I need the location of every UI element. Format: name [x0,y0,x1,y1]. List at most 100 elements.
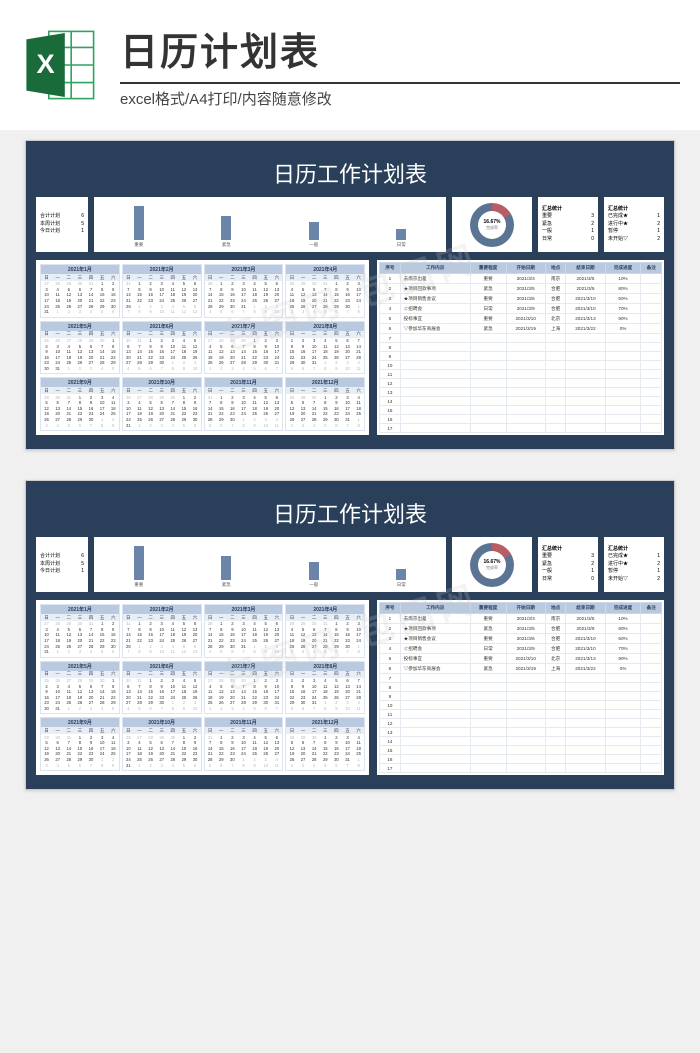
task-cell [566,746,605,755]
dow-cell: 二 [309,614,320,621]
dow-cell: 日 [123,274,134,281]
task-cell [506,370,545,379]
dow-cell: 日 [123,331,134,338]
day-cell: 4 [309,762,320,768]
task-cell [400,361,470,370]
stat-card-b: 汇总统计已完成★1进行中★2暂停1未开始▽2 [604,197,664,252]
table-row: 1去南京出差重要2021/3/3南京2021/3/510% [380,614,662,624]
dow-cell: 四 [167,727,178,734]
task-cell [545,361,565,370]
task-cell [641,683,662,692]
dow-cell: 日 [123,727,134,734]
month: 2021年7月日一二三四五六27282930123456789101112131… [204,661,284,715]
day-cell: 7 [227,422,238,428]
summary-v: 5 [81,561,84,569]
task-cell [566,701,605,710]
task-cell [605,352,641,361]
day-cell: 1 [52,649,63,655]
task-cell [400,737,470,746]
task-cell: 2021/3/22 [566,324,605,334]
dow-cell: 五 [342,331,353,338]
month-label: 2021年2月 [123,265,201,274]
task-cell: 11 [380,710,400,719]
task-cell [506,755,545,764]
day-cell: 7 [342,762,353,768]
task-cell [545,701,565,710]
table-row: 5投标事宜重要2021/3/10北京2021/3/1390% [380,654,662,664]
task-col: 完成进度 [605,603,641,614]
dow-cell: 五 [260,727,271,734]
task-cell [641,624,662,634]
day-cell: 6 [227,309,238,315]
day-cell: 5 [320,309,331,315]
subtitle: excel格式/A4打印/内容随意修改 [120,88,680,109]
day-cell: 6 [260,366,271,372]
month: 2021年5月日一二三四五六25262728293012345678910111… [40,661,120,715]
day-cell: 6 [331,422,342,428]
day-cell: 6 [216,762,227,768]
body-row: 2021年1月日一二三四五六27282930311234567891011121… [36,260,664,435]
day-cell: 7 [238,649,249,655]
day-cell: 4 [309,309,320,315]
task-cell [470,719,506,728]
task-cell: 投标事宜 [400,314,470,324]
dow-cell: 三 [156,331,167,338]
dow-cell: 二 [63,387,74,394]
table-row: 17 [380,764,662,773]
day-cell: 6 [108,309,119,315]
task-cell: 16 [380,415,400,424]
task-cell [470,728,506,737]
day-cell: 6 [298,706,309,712]
dow-cell: 日 [205,727,216,734]
task-cell [566,755,605,764]
task-cell [470,424,506,433]
day-cell: 8 [167,706,178,712]
task-cell [566,343,605,352]
dow-cell: 五 [97,331,108,338]
dow-cell: 四 [85,387,96,394]
table-row: 7 [380,334,662,343]
task-cell [605,343,641,352]
task-cell [641,654,662,664]
day-cell: 8 [134,649,145,655]
dow-cell: 日 [41,671,52,678]
stat-v: 1 [591,568,594,576]
task-panel: 序号工作内容重要程度开始日期地点结束日期完成进度备注1去南京出差重要2021/3… [377,260,664,435]
dow-cell: 一 [52,727,63,734]
task-cell: 2021/3/19 [506,664,545,674]
task-cell [641,737,662,746]
task-cell [400,674,470,683]
day-cell: 31 [41,309,52,315]
task-cell: 8 [380,343,400,352]
task-cell [400,397,470,406]
month: 2021年6月日一二三四五六30311234567891011121314151… [122,321,202,375]
stat-v: 3 [591,213,594,221]
table-row: 10 [380,361,662,370]
month: 2021年6月日一二三四五六30311234567891011121314151… [122,661,202,715]
task-cell: 紧急 [470,284,506,294]
task-cell: 12 [380,719,400,728]
excel-icon: X [20,25,100,105]
day-cell: 30 [41,366,52,372]
table-row: 8 [380,683,662,692]
task-cell: ☆招聘会 [400,304,470,314]
day-cell: 4 [167,762,178,768]
task-cell [641,674,662,683]
day-cell: 1 [52,309,63,315]
task-col: 结束日期 [566,263,605,274]
stat-v: 1 [657,568,660,576]
donut-sublabel: 完成率 [486,225,498,231]
task-cell: 北京 [545,654,565,664]
task-cell: 15 [380,406,400,415]
task-cell: 2021/3/9 [566,624,605,634]
task-cell [641,424,662,433]
task-cell [641,728,662,737]
task-cell [566,388,605,397]
task-cell: 4 [380,644,400,654]
month-label: 2021年5月 [41,662,119,671]
task-cell: 上海 [545,664,565,674]
dow-cell: 三 [320,387,331,394]
table-row: 11 [380,370,662,379]
dow-cell: 日 [123,614,134,621]
task-cell: 2021/3/10 [566,634,605,644]
